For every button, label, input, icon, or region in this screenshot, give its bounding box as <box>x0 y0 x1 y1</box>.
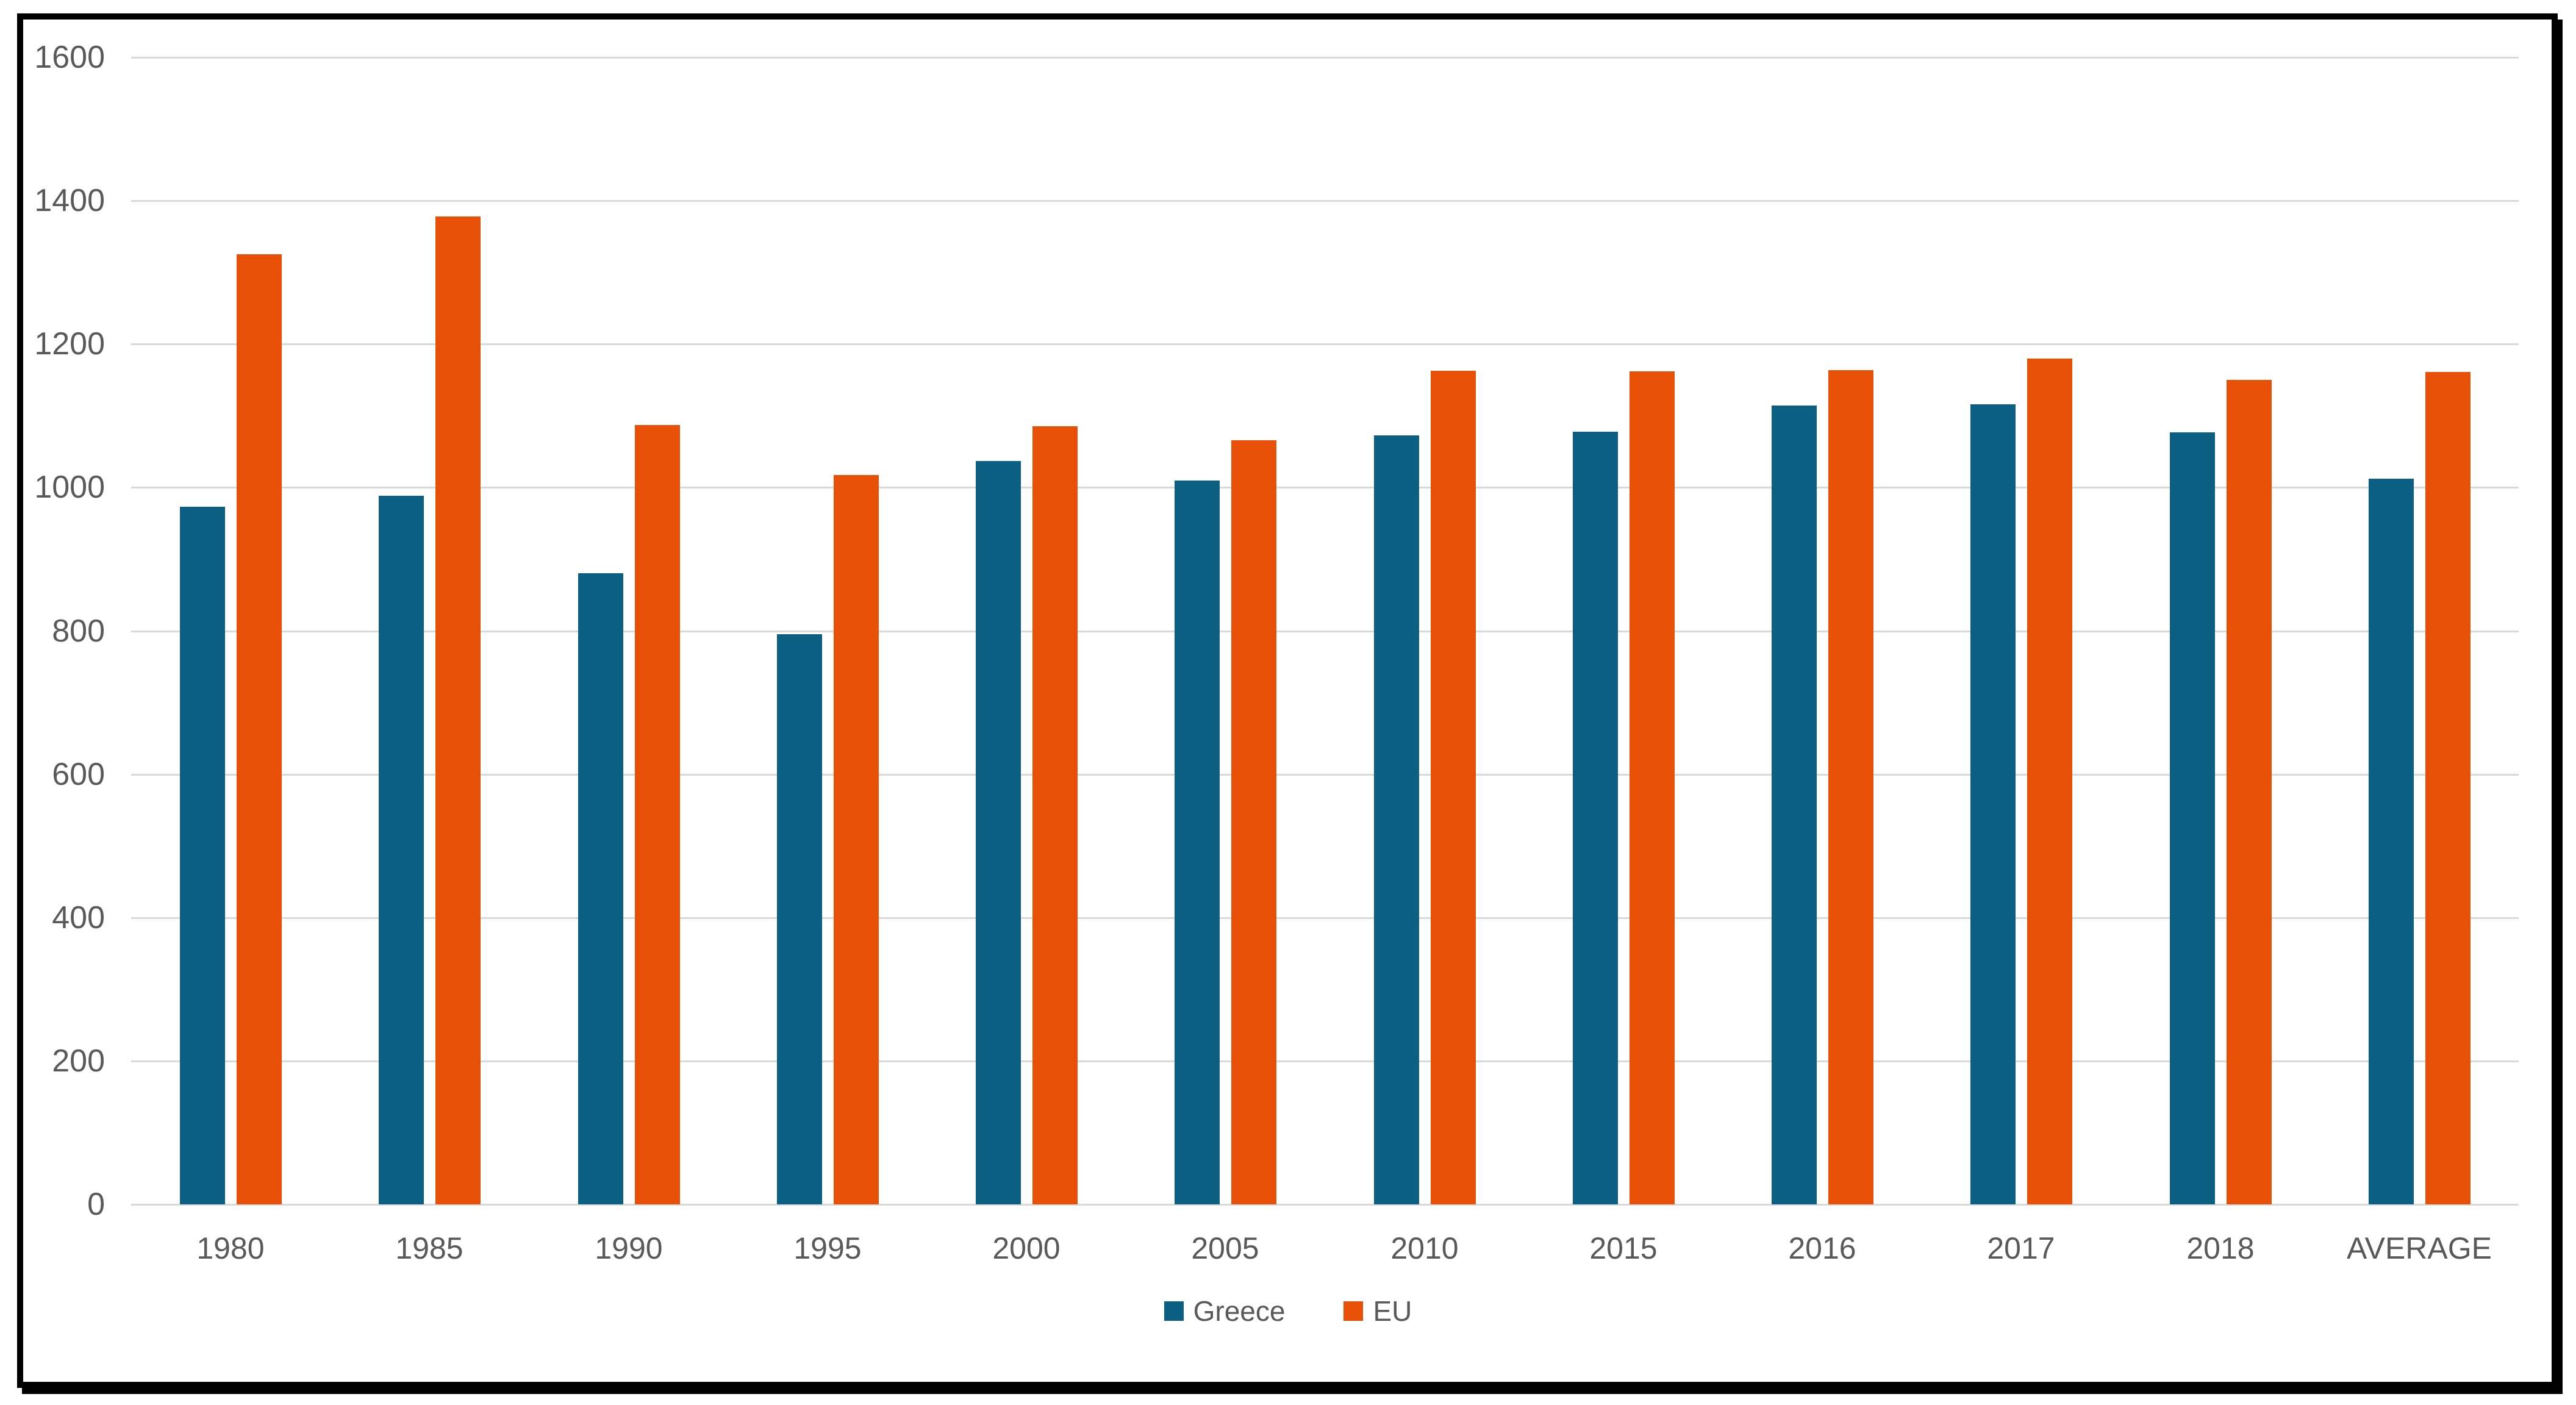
bar-group-1980 <box>131 57 330 1204</box>
x-axis-category-label-2015: 2015 <box>1589 1231 1658 1265</box>
x-axis-category-label-2017: 2017 <box>1987 1231 2055 1265</box>
x-axis-category-label-1990: 1990 <box>595 1231 663 1265</box>
gridline-y-1000 <box>131 487 2519 488</box>
gridline-y-1600 <box>131 57 2519 59</box>
bar-group-average <box>2320 57 2519 1204</box>
legend-label-eu: EU <box>1373 1295 1412 1327</box>
x-axis-category-label-2018: 2018 <box>2186 1231 2255 1265</box>
gridline-y-800 <box>131 631 2519 632</box>
x-axis-category-label-1995: 1995 <box>793 1231 862 1265</box>
y-axis-tick-label-1200: 1200 <box>34 326 105 362</box>
x-axis-category-label-1985: 1985 <box>395 1231 463 1265</box>
bar-greece-average <box>2368 479 2414 1204</box>
bar-greece-2016 <box>1771 406 1817 1204</box>
bar-eu-2016 <box>1828 370 1873 1204</box>
greece-series-swatch-icon <box>1164 1301 1184 1321</box>
bar-group-2016 <box>1723 57 1922 1204</box>
bar-group-2000 <box>927 57 1126 1204</box>
y-axis-tick-label-600: 600 <box>52 757 105 792</box>
bar-greece-1990 <box>578 573 623 1204</box>
x-axis-category-label-average: AVERAGE <box>2346 1231 2492 1265</box>
bar-group-1995 <box>728 57 927 1204</box>
x-axis-category-label-2016: 2016 <box>1788 1231 1856 1265</box>
bar-eu-1985 <box>435 216 481 1204</box>
bar-group-2017 <box>1922 57 2120 1204</box>
bar-eu-2015 <box>1629 371 1675 1204</box>
y-axis-tick-label-800: 800 <box>52 613 105 649</box>
bar-group-1985 <box>330 57 529 1204</box>
bar-eu-2018 <box>2226 380 2272 1204</box>
gridline-y-1200 <box>131 343 2519 345</box>
bar-greece-1995 <box>776 634 822 1204</box>
bar-eu-2017 <box>2027 359 2072 1204</box>
y-axis-tick-label-1000: 1000 <box>34 470 105 505</box>
y-axis-tick-label-1400: 1400 <box>34 183 105 218</box>
bar-greece-1985 <box>378 496 424 1204</box>
bar-eu-1990 <box>634 425 680 1204</box>
bar-group-2010 <box>1325 57 1524 1204</box>
bar-eu-2010 <box>1430 371 1476 1204</box>
legend-item-greece: Greece <box>1164 1295 1286 1327</box>
bar-greece-2017 <box>1970 404 2016 1204</box>
bar-group-1990 <box>529 57 728 1204</box>
bar-group-2015 <box>1524 57 1723 1204</box>
bar-eu-1995 <box>833 475 879 1204</box>
legend-item-eu: EU <box>1343 1295 1412 1327</box>
eu-series-swatch-icon <box>1343 1301 1364 1321</box>
y-axis-tick-label-200: 200 <box>52 1043 105 1079</box>
x-axis-category-label-2000: 2000 <box>992 1231 1061 1265</box>
x-axis-category-label-2010: 2010 <box>1390 1231 1459 1265</box>
bar-eu-2005 <box>1231 440 1276 1204</box>
bar-eu-2000 <box>1032 426 1078 1204</box>
bar-greece-2018 <box>2169 432 2215 1204</box>
y-axis-tick-label-0: 0 <box>87 1187 105 1222</box>
gridline-y-600 <box>131 774 2519 776</box>
bar-eu-average <box>2425 372 2470 1204</box>
bar-greece-2000 <box>975 461 1021 1204</box>
bar-greece-2010 <box>1373 435 1419 1204</box>
bar-group-2018 <box>2121 57 2320 1204</box>
bar-greece-2015 <box>1572 432 1618 1204</box>
bar-greece-2005 <box>1174 481 1220 1204</box>
x-axis-category-label-2005: 2005 <box>1191 1231 1259 1265</box>
y-axis-tick-label-1600: 1600 <box>34 40 105 75</box>
bar-group-2005 <box>1126 57 1325 1204</box>
gridline-y-0 <box>131 1204 2519 1206</box>
gridline-y-200 <box>131 1060 2519 1062</box>
gridline-y-1400 <box>131 200 2519 202</box>
legend: Greece EU <box>0 1295 2576 1327</box>
gridline-y-400 <box>131 917 2519 919</box>
x-axis-category-label-1980: 1980 <box>196 1231 265 1265</box>
legend-label-greece: Greece <box>1193 1295 1286 1327</box>
y-axis-tick-label-400: 400 <box>52 900 105 935</box>
bar-greece-1980 <box>179 507 225 1204</box>
bar-eu-1980 <box>236 254 282 1204</box>
